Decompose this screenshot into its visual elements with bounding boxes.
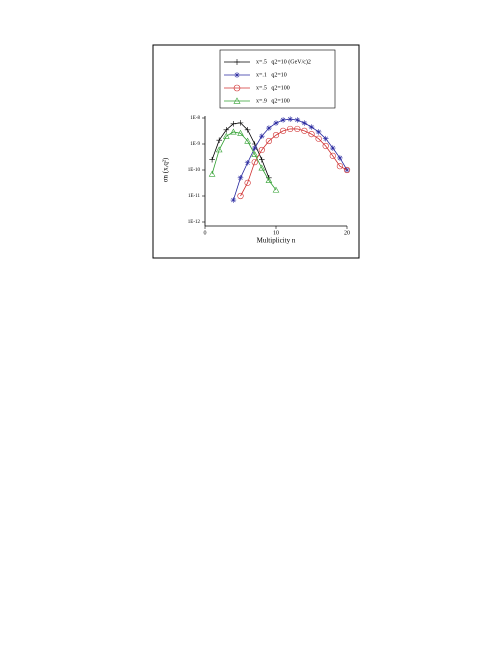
data-point [315, 129, 322, 135]
data-point [287, 116, 293, 122]
data-point [237, 192, 244, 200]
x-tick-label: 0 [204, 230, 207, 236]
data-point [237, 129, 244, 136]
legend-box [219, 49, 336, 109]
data-point [258, 146, 265, 153]
data-point [244, 179, 251, 186]
data-point [330, 145, 336, 151]
data-point [244, 159, 251, 166]
x-axis-label: Multiplicity n [257, 237, 296, 245]
legend-marker [234, 59, 240, 65]
y-tick-label: 1E-11 [188, 194, 201, 199]
data-point [287, 125, 294, 132]
data-point [337, 155, 343, 161]
data-point [230, 128, 237, 135]
chart-frame [152, 44, 360, 259]
data-point [329, 152, 336, 159]
data-point [251, 159, 258, 166]
data-point [215, 146, 223, 153]
data-point [265, 138, 273, 145]
data-point [266, 125, 272, 131]
legend-marker [233, 97, 241, 104]
data-point [294, 125, 301, 132]
series-line [240, 128, 348, 197]
x-tick-label: 10 [273, 230, 279, 236]
legend-label: x=.5 q2=100 [256, 85, 290, 91]
data-point [265, 176, 273, 183]
data-point [315, 135, 322, 142]
data-point [237, 120, 244, 126]
data-point [301, 127, 308, 134]
data-point [230, 120, 237, 127]
data-point [258, 164, 266, 171]
series-line [233, 118, 348, 201]
data-point [322, 135, 329, 142]
data-point [308, 131, 315, 138]
y-tick-label: 1E-10 [188, 168, 201, 173]
data-point [272, 186, 280, 193]
data-point [208, 170, 216, 177]
legend-label: x=.1 q2=10 [256, 72, 287, 78]
data-point [259, 156, 265, 163]
y-tick-label: 1E-9 [190, 142, 200, 147]
y-tick-label: 1E-12 [188, 220, 201, 225]
data-point [216, 137, 222, 144]
data-point [244, 127, 251, 133]
x-tick-label: 20 [344, 230, 350, 236]
y-tick-label: 1E-8 [190, 116, 200, 121]
series-line [211, 131, 277, 191]
legend-label: x=.9 q2=100 [256, 98, 290, 104]
data-point [272, 132, 280, 139]
data-point [343, 166, 351, 174]
data-point [336, 163, 344, 170]
data-point [280, 117, 286, 123]
legend-label: x=.5 q2=10 (GeV/c)2 [256, 58, 311, 65]
data-point [222, 132, 230, 139]
series-line [211, 122, 270, 178]
data-point [308, 124, 315, 130]
data-point [230, 197, 237, 203]
data-point [273, 120, 279, 126]
data-point [223, 127, 230, 133]
data-point [322, 142, 329, 149]
data-point [301, 120, 308, 126]
data-point [259, 133, 265, 139]
data-point [251, 150, 259, 157]
data-point [294, 117, 301, 123]
data-point [279, 127, 287, 134]
data-point [251, 145, 258, 151]
y-axis-label: σn (x,q²) [162, 157, 170, 182]
data-point [237, 175, 244, 181]
data-point [244, 137, 251, 144]
legend-marker [233, 84, 241, 92]
legend-marker [234, 72, 240, 78]
data-point [209, 156, 215, 163]
